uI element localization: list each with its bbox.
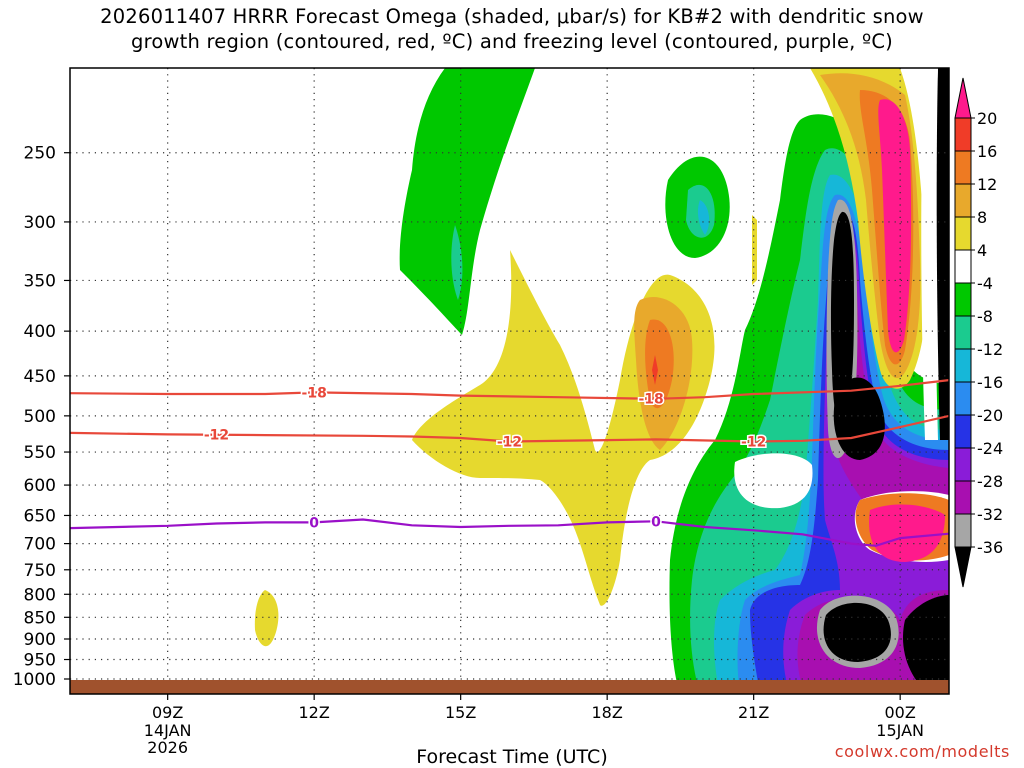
y-tick-label-500: 500	[24, 407, 56, 427]
colorbar-label-12: -32	[977, 505, 1003, 524]
isotherm-label-0: 0	[651, 514, 661, 530]
isotherm--18	[70, 379, 949, 400]
colorbar-swatch-1	[954, 117, 972, 152]
y-tick-label-600: 600	[24, 476, 56, 496]
y-tick-label-400: 400	[24, 322, 56, 342]
omega-region-cyan-blob	[697, 200, 710, 235]
omega-region-yellow-small	[254, 590, 279, 647]
isotherm-label--12: -12	[741, 435, 766, 451]
chart-title: 2026011407 HRRR Forecast Omega (shaded, …	[0, 4, 1024, 54]
colorbar-swatch-5	[954, 249, 972, 284]
y-tick-label-1000: 1000	[13, 670, 56, 690]
omega-region-orange	[645, 319, 674, 409]
y-axis: 2503003504004505005506006507007508008509…	[13, 144, 70, 690]
y-tick-label-900: 900	[24, 630, 56, 650]
colorbar-label-9: -20	[977, 406, 1003, 425]
isotherm--12	[70, 414, 949, 443]
omega-region-yellow-thin	[752, 215, 757, 285]
omega-shading	[254, 68, 949, 694]
x-tick-label-21Z: 21Z	[738, 703, 769, 722]
ground-terrain	[70, 680, 949, 694]
omega-region-black-upper	[830, 211, 854, 427]
colorbar-label-11: -28	[977, 472, 1003, 491]
x-tick-label-12Z: 12Z	[299, 703, 330, 722]
omega-region-right-edge-black	[936, 68, 949, 440]
title-line-1: 2026011407 HRRR Forecast Omega (shaded, …	[100, 5, 924, 28]
omega-region-pink-lower	[869, 504, 945, 562]
omega-region-pink-tower	[878, 99, 912, 353]
colorbar-label-0: 20	[977, 109, 997, 128]
x-tick-label-18Z: 18Z	[592, 703, 623, 722]
grid-lines	[70, 68, 949, 694]
colorbar-swatch-4	[954, 216, 972, 251]
colorbar-label-1: 16	[977, 142, 997, 161]
colorbar-swatch-9	[954, 381, 972, 416]
colorbar-label-3: 8	[977, 208, 987, 227]
x-tick-label-09Z: 09Z	[152, 703, 183, 722]
colorbar-label-10: -24	[977, 439, 1003, 458]
colorbar-label-13: -36	[977, 538, 1003, 557]
colorbar-label-4: 4	[977, 241, 987, 260]
omega-region-black-lower	[823, 602, 891, 662]
x-axis-label: Forecast Time (UTC)	[416, 746, 608, 768]
isotherm-contours: -18 -18 -12 -12 -12 0 0	[70, 379, 949, 547]
y-tick-label-300: 300	[24, 213, 56, 233]
x-tick-sublabel-00Z-0: 15JAN	[876, 721, 924, 740]
y-tick-label-350: 350	[24, 271, 56, 291]
y-tick-label-700: 700	[24, 535, 56, 555]
colorbar-label-2: 12	[977, 175, 997, 194]
omega-region-teal-upper	[451, 225, 463, 300]
colorbar-label-6: -8	[977, 307, 993, 326]
colorbar-label-7: -12	[977, 340, 1003, 359]
y-tick-label-250: 250	[24, 144, 56, 164]
colorbar: 20 16 12 8 4 -4 -8 -12 -16 -20 -24 -28 -32 -36	[954, 77, 1003, 588]
x-tick-label-15Z: 15Z	[445, 703, 476, 722]
x-tick-sublabel-09Z-0: 14JAN	[144, 721, 192, 740]
colorbar-swatch-6	[954, 282, 972, 317]
omega-region-right-edge-white	[921, 68, 938, 440]
omega-region-green-upper	[399, 68, 535, 335]
y-tick-label-800: 800	[24, 585, 56, 605]
x-tick-label-00Z: 00Z	[885, 703, 916, 722]
colorbar-swatch-10	[954, 414, 972, 449]
colorbar-swatch-7	[954, 315, 972, 350]
colorbar-swatch-11	[954, 447, 972, 482]
omega-region-black-corner	[902, 595, 949, 694]
colorbar-swatch-8	[954, 348, 972, 383]
y-tick-label-950: 950	[24, 651, 56, 671]
y-tick-label-450: 450	[24, 367, 56, 387]
colorbar-label-8: -16	[977, 373, 1003, 392]
omega-region-red-small	[652, 355, 658, 385]
colorbar-swatch-13	[954, 513, 972, 548]
y-tick-label-650: 650	[24, 506, 56, 526]
colorbar-label-5: -4	[977, 274, 993, 293]
credit-text: coolwx.com/modelts	[834, 742, 1010, 761]
isotherm-label--18: -18	[302, 385, 327, 401]
y-tick-label-550: 550	[24, 443, 56, 463]
plot-frame	[69, 67, 950, 695]
y-tick-label-750: 750	[24, 561, 56, 581]
isotherm-label--18: -18	[638, 392, 663, 408]
y-tick-label-850: 850	[24, 608, 56, 628]
colorbar-swatch-2	[954, 150, 972, 185]
colorbar-arrow-bottom	[954, 546, 972, 588]
colorbar-swatch-3	[954, 183, 972, 218]
colorbar-arrow-top	[954, 77, 972, 119]
colorbar-swatch-12	[954, 480, 972, 515]
title-line-2: growth region (contoured, red, ºC) and f…	[131, 30, 893, 53]
x-tick-sublabel-09Z-1: 2026	[147, 738, 188, 757]
isotherm-label--12: -12	[497, 435, 522, 451]
isotherm-label--12: -12	[204, 428, 229, 444]
isotherm-0	[70, 518, 949, 547]
isotherm-label-0: 0	[309, 515, 319, 531]
omega-region-white-hole-1	[734, 453, 813, 509]
